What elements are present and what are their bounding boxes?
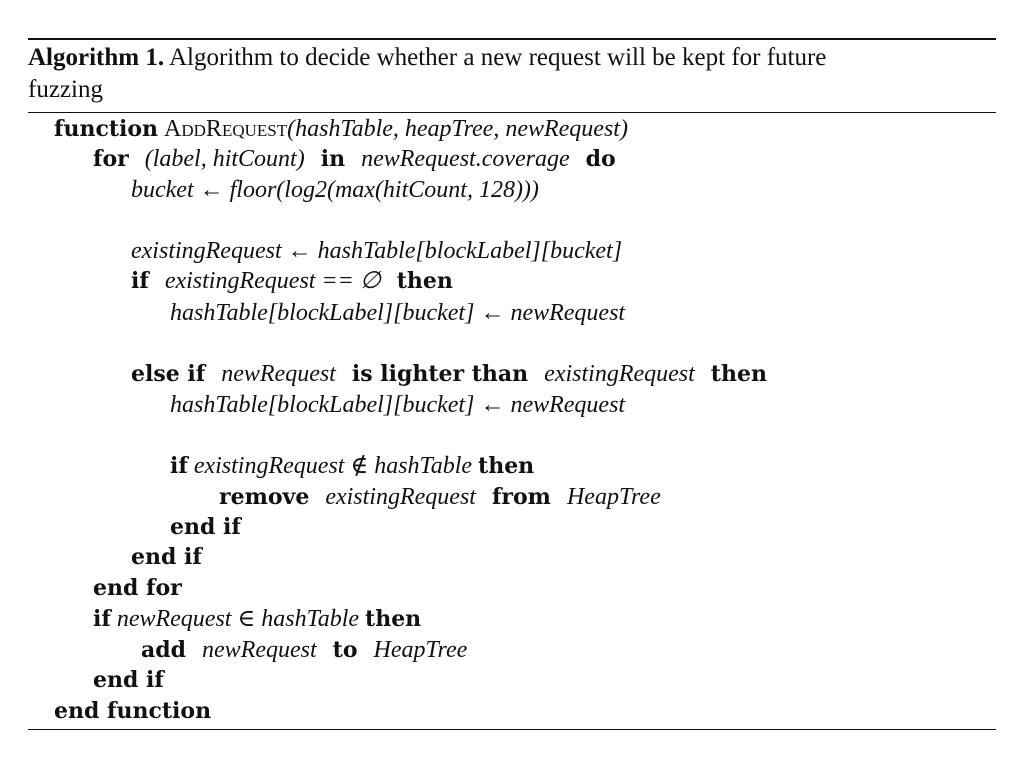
assign-arrow: ← [480, 300, 505, 326]
code-line-16: end if [93, 665, 164, 695]
caption-rule [28, 112, 996, 113]
condition-right: existingRequest [544, 361, 695, 387]
assign-lhs: hashTable[blockLabel][bucket] [170, 392, 475, 418]
assign-lhs: bucket [131, 177, 194, 203]
keyword-do: do [585, 146, 616, 172]
keyword-to: to [332, 637, 358, 663]
keyword-end-for: end for [93, 575, 182, 601]
keyword-then: then [396, 268, 453, 294]
assign-rhs: newRequest [510, 300, 626, 326]
code-line-14: if newRequest ∈ hashTable then [93, 604, 421, 634]
keyword-remove: remove [219, 484, 310, 510]
assign-arrow: ← [199, 177, 224, 203]
keyword-then: then [365, 606, 422, 632]
keyword-is-lighter-than: is lighter than [351, 361, 529, 387]
assign-rhs: newRequest [510, 392, 626, 418]
code-line-11: end if [170, 512, 241, 542]
code-line-3: bucket ← floor(log2(max(hitCount, 128))) [131, 175, 539, 205]
condition: newRequest ∈ hashTable [116, 606, 360, 632]
caption-text-line1: Algorithm to decide whether a new reques… [168, 44, 827, 71]
function-args: (hashTable, heapTree, newRequest) [287, 116, 628, 142]
code-line-4: existingRequest ← hashTable[blockLabel][… [131, 236, 622, 266]
function-name: AddRequest [164, 116, 288, 142]
keyword-from: from [491, 484, 551, 510]
keyword-function: function [54, 116, 159, 142]
code-line-12: end if [131, 542, 202, 572]
keyword-if: if [170, 453, 188, 479]
keyword-else-if: else if [131, 361, 206, 387]
code-line-7: else if newRequest is lighter than exist… [131, 359, 767, 389]
keyword-if: if [131, 268, 149, 294]
assign-rhs: floor(log2(max(hitCount, 128))) [229, 177, 539, 203]
keyword-end-if: end if [131, 544, 202, 570]
keyword-if: if [93, 606, 111, 632]
algorithm-block: Algorithm 1. Algorithm to decide whether… [28, 38, 996, 113]
caption-label: Algorithm 1. [28, 44, 165, 71]
keyword-end-if: end if [170, 514, 241, 540]
condition: existingRequest == ∅ [164, 268, 381, 294]
code-line-2: for (label, hitCount) in newRequest.cove… [93, 144, 616, 174]
code-line-8: hashTable[blockLabel][bucket] ← newReque… [170, 390, 625, 420]
keyword-add: add [141, 637, 187, 663]
top-rule [28, 38, 996, 40]
keyword-then: then [710, 361, 767, 387]
remove-source: HeapTree [566, 484, 661, 510]
assign-arrow: ← [480, 392, 505, 418]
keyword-in: in [320, 146, 346, 172]
assign-rhs: hashTable[blockLabel][bucket] [317, 238, 623, 264]
code-line-5: if existingRequest == ∅ then [131, 266, 453, 296]
code-line-17: end function [54, 696, 211, 726]
loop-vars: (label, hitCount) [144, 146, 305, 172]
keyword-for: for [93, 146, 129, 172]
code-line-15: add newRequest to HeapTree [141, 635, 467, 665]
add-target: newRequest [202, 637, 317, 663]
code-line-9: if existingRequest ∉ hashTable then [170, 451, 534, 481]
add-destination: HeapTree [373, 637, 468, 663]
code-line-6: hashTable[blockLabel][bucket] ← newReque… [170, 298, 625, 328]
assign-lhs: hashTable[blockLabel][bucket] [170, 300, 475, 326]
loop-collection: newRequest.coverage [361, 146, 570, 172]
keyword-end-function: end function [54, 698, 212, 724]
remove-target: existingRequest [325, 484, 476, 510]
keyword-end-if: end if [93, 667, 164, 693]
assign-lhs: existingRequest [131, 238, 282, 264]
assign-arrow: ← [287, 238, 312, 264]
bottom-rule [28, 729, 996, 730]
code-line-10: remove existingRequest from HeapTree [219, 482, 661, 512]
algorithm-caption: Algorithm 1. Algorithm to decide whether… [28, 40, 996, 106]
caption-text-line2: fuzzing [28, 76, 103, 103]
condition-left: newRequest [221, 361, 336, 387]
keyword-then: then [478, 453, 535, 479]
code-line-13: end for [93, 573, 182, 603]
code-line-1: function AddRequest(hashTable, heapTree,… [54, 114, 628, 144]
condition: existingRequest ∉ hashTable [193, 453, 473, 479]
